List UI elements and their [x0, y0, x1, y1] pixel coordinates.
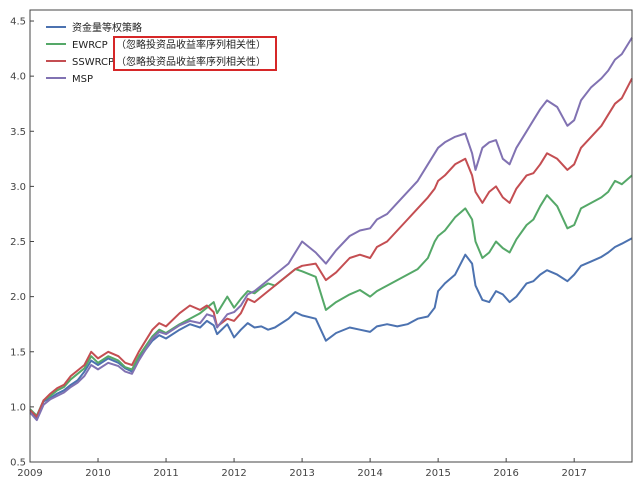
y-tick-label: 2.0: [10, 292, 26, 303]
series-line-0: [29, 237, 633, 419]
y-tick-label: 3.0: [10, 182, 26, 193]
series-line-1: [29, 174, 633, 417]
y-tick-label: 1.0: [10, 402, 26, 413]
y-tick-label: 4.0: [10, 72, 26, 83]
y-tick-label: 1.5: [10, 347, 26, 358]
series-line-2: [29, 77, 633, 418]
x-tick-label: 2009: [17, 468, 42, 479]
x-tick-label: 2016: [493, 468, 518, 479]
legend-label-0: 资金量等权策略: [72, 21, 142, 34]
x-tick-label: 2011: [153, 468, 178, 479]
annotation-box: [113, 36, 277, 71]
y-tick-label: 2.5: [10, 237, 26, 248]
annotation-note: （忽略投资品收益率序列相关性）: [116, 55, 266, 68]
y-tick-label: 0.5: [10, 458, 26, 469]
legend-label-3: MSP: [72, 74, 93, 85]
legend-label-2: SSWRCP: [72, 57, 114, 68]
x-tick-label: 2014: [357, 468, 382, 479]
plot-area: [29, 37, 633, 422]
x-tick-label: 2013: [289, 468, 314, 479]
x-tick-label: 2017: [561, 468, 586, 479]
series-line-3: [29, 37, 633, 422]
x-tick-label: 2015: [425, 468, 450, 479]
legend-label-1: EWRCP: [72, 40, 108, 51]
x-tick-label: 2012: [221, 468, 246, 479]
annotation-note: （忽略投资品收益率序列相关性）: [116, 38, 266, 51]
axes: 0.5 1.0 1.5 2.0 2.5 3.0 3.5 4.0 4.5 2009 2010 2011 2…: [10, 17, 587, 479]
y-tick-label: 3.5: [10, 127, 26, 138]
plot-frame: [29, 9, 633, 463]
legend: 资金量等权策略 EWRCP SSWRCP MSP （忽略投资品收益率序列相关性） （忽略投…: [46, 21, 277, 85]
y-tick-label: 4.5: [10, 17, 26, 28]
x-tick-label: 2010: [85, 468, 110, 479]
